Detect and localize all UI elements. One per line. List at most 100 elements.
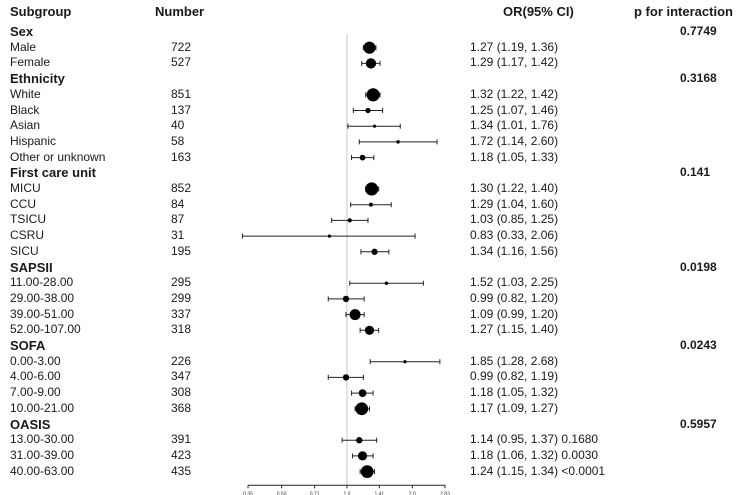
point-estimate bbox=[396, 140, 400, 144]
or-ci-text: 1.29 (1.17, 1.42) bbox=[470, 55, 559, 70]
count-value: 527 bbox=[171, 55, 192, 70]
subgroup-label: 31.00-39.00 bbox=[10, 447, 75, 462]
or-ci-text: 1.29 (1.04, 1.60) bbox=[470, 196, 559, 211]
count-value: 318 bbox=[171, 322, 192, 337]
or-ci-text: 1.25 (1.07, 1.46) bbox=[470, 102, 559, 117]
point-estimate bbox=[372, 124, 377, 128]
point-estimate bbox=[371, 248, 378, 255]
or-ci-text: 1.34 (1.01, 1.76) bbox=[470, 118, 559, 133]
count-value: 31 bbox=[171, 228, 185, 243]
point-estimate bbox=[358, 389, 367, 397]
subgroup-label: SICU bbox=[10, 243, 39, 258]
point-estimate bbox=[366, 88, 380, 102]
or-ci-text: 1.17 (1.09, 1.27) bbox=[470, 400, 559, 415]
subgroup-label: White bbox=[10, 86, 41, 101]
count-value: 195 bbox=[171, 243, 192, 258]
p-interaction-value: 0.0243 bbox=[680, 338, 717, 352]
point-estimate bbox=[403, 360, 407, 364]
point-estimate bbox=[359, 154, 366, 161]
subgroup-label: 11.00-28.00 bbox=[10, 275, 74, 290]
point-estimate bbox=[327, 234, 331, 238]
p-interaction-value: 0.7749 bbox=[680, 24, 717, 38]
count-value: 347 bbox=[171, 369, 192, 384]
p-interaction-value: 0.3168 bbox=[680, 71, 717, 86]
count-value: 852 bbox=[171, 181, 192, 195]
or-ci-text: 1.27 (1.19, 1.36) bbox=[470, 39, 559, 54]
or-header: OR(95% CI) bbox=[503, 4, 574, 19]
subgroup-label: 39.00-51.00 bbox=[10, 306, 75, 321]
count-value: 391 bbox=[171, 432, 192, 447]
point-estimate bbox=[357, 451, 368, 461]
subgroup-label: 10.00-21.00 bbox=[10, 400, 75, 415]
count-value: 226 bbox=[171, 353, 192, 368]
count-value: 308 bbox=[171, 385, 192, 400]
point-estimate bbox=[365, 58, 377, 69]
p-interaction-value: 0.5957 bbox=[680, 416, 717, 431]
subgroup-label: Hispanic bbox=[10, 133, 57, 148]
or-ci-text: 1.03 (0.85, 1.25) bbox=[470, 212, 559, 227]
subgroup-label: Other or unknown bbox=[10, 149, 106, 164]
or-ci-text: 0.99 (0.82, 1.20) bbox=[470, 290, 559, 305]
x-tick-label: 2.0 bbox=[409, 491, 416, 495]
subgroup-label: Male bbox=[10, 39, 37, 54]
subgroup-header: Subgroup bbox=[10, 4, 72, 19]
count-value: 435 bbox=[171, 463, 192, 478]
or-ci-text: 1.09 (0.99, 1.20) bbox=[470, 306, 559, 321]
number-header: Number bbox=[155, 4, 205, 19]
or-ci-text: 1.27 (1.15, 1.40) bbox=[470, 322, 559, 337]
or-ci-text: 1.32 (1.22, 1.42) bbox=[470, 86, 559, 101]
count-value: 722 bbox=[171, 39, 192, 54]
point-estimate bbox=[342, 374, 350, 381]
x-tick-label: 1.0 bbox=[343, 491, 350, 495]
or-ci-text: 1.18 (1.05, 1.33) bbox=[470, 149, 559, 164]
subgroup-label: 29.00-38.00 bbox=[10, 290, 75, 305]
x-tick-label: 0.71 bbox=[310, 491, 320, 495]
subgroup-label: Black bbox=[10, 102, 40, 117]
or-ci-text: 1.18 (1.06, 1.32) 0.0030 bbox=[470, 447, 599, 462]
count-value: 295 bbox=[171, 275, 192, 290]
or-ci-text: 1.72 (1.14, 2.60) bbox=[470, 133, 559, 148]
or-ci-text: 0.83 (0.33, 2.06) bbox=[470, 228, 559, 243]
subgroup-label: 4.00-6.00 bbox=[10, 369, 61, 384]
count-value: 40 bbox=[171, 118, 185, 133]
p-interaction-value: 0.0198 bbox=[680, 259, 717, 274]
x-tick-label: 2.83 bbox=[440, 491, 450, 495]
or-ci-text: 1.34 (1.16, 1.56) bbox=[470, 243, 559, 258]
count-value: 58 bbox=[171, 133, 185, 148]
group-label: SAPSII bbox=[10, 259, 53, 275]
point-estimate bbox=[368, 202, 374, 207]
point-estimate bbox=[349, 309, 361, 321]
or-ci-text: 0.99 (0.82, 1.19) bbox=[470, 369, 559, 384]
count-value: 163 bbox=[171, 149, 192, 164]
subgroup-label: CSRU bbox=[10, 228, 45, 243]
count-value: 137 bbox=[171, 102, 192, 117]
group-label: OASIS bbox=[10, 416, 51, 432]
p-interaction-header: p for interaction bbox=[634, 4, 733, 19]
group-label: First care unit bbox=[10, 165, 96, 181]
or-ci-text: 1.24 (1.15, 1.34) <0.0001 bbox=[470, 463, 606, 478]
subgroup-label: Asian bbox=[10, 118, 41, 133]
count-value: 337 bbox=[171, 306, 192, 321]
or-ci-text: 1.85 (1.28, 2.68) bbox=[470, 353, 559, 368]
count-value: 423 bbox=[171, 447, 192, 462]
subgroup-label: 13.00-30.00 bbox=[10, 432, 75, 447]
group-label: Ethnicity bbox=[10, 71, 65, 87]
subgroup-label: Female bbox=[10, 55, 51, 70]
subgroup-label: 52.00-107.00 bbox=[10, 322, 81, 337]
count-value: 851 bbox=[171, 86, 192, 101]
or-ci-text: 1.14 (0.95, 1.37) 0.1680 bbox=[470, 432, 599, 447]
x-tick-label: 0.35 bbox=[243, 491, 253, 495]
subgroup-label: 0.00-3.00 bbox=[10, 353, 61, 368]
or-ci-text: 1.18 (1.05, 1.32) bbox=[470, 385, 559, 400]
subgroup-label: TSICU bbox=[10, 212, 46, 227]
subgroup-label: CCU bbox=[10, 196, 36, 211]
point-estimate bbox=[364, 325, 375, 335]
point-estimate bbox=[365, 107, 371, 114]
point-estimate bbox=[365, 182, 379, 196]
point-estimate bbox=[360, 465, 374, 478]
count-value: 299 bbox=[171, 290, 192, 305]
or-ci-text: 1.52 (1.03, 2.25) bbox=[470, 275, 559, 290]
point-estimate bbox=[356, 437, 363, 444]
subgroup-label: 40.00-63.00 bbox=[10, 463, 75, 478]
